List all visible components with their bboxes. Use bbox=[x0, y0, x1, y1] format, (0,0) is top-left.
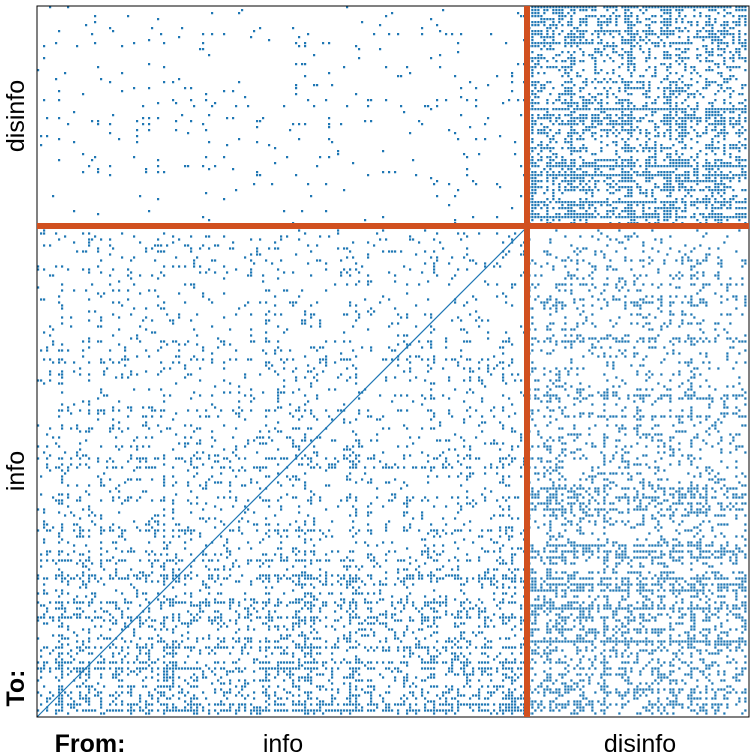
adjacency-dots bbox=[37, 6, 747, 715]
plot-frame bbox=[36, 5, 750, 718]
y-group-label-info: info bbox=[2, 451, 30, 491]
x-group-label-disinfo: disinfo bbox=[604, 730, 676, 756]
diagonal-self-links bbox=[36, 226, 528, 718]
y-prefix-label: To: bbox=[2, 669, 30, 706]
y-group-label-disinfo: disinfo bbox=[2, 80, 30, 152]
x-prefix-label: From: bbox=[55, 730, 126, 756]
matrix-area bbox=[36, 5, 750, 718]
edge-dots bbox=[37, 6, 747, 715]
x-group-label-info: info bbox=[263, 730, 303, 756]
